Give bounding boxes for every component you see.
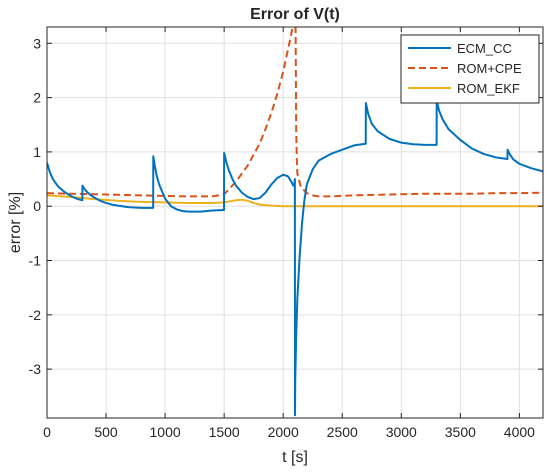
- x-tick-label: 2000: [268, 424, 299, 440]
- x-tick-label: 0: [43, 424, 51, 440]
- x-tick-label: 1500: [209, 424, 240, 440]
- y-tick-label: -2: [29, 307, 42, 323]
- legend-label-rom-cpe: ROM+CPE: [457, 61, 522, 76]
- x-tick-label: 3500: [445, 424, 476, 440]
- legend: ECM_CC ROM+CPE ROM_EKF: [401, 35, 539, 103]
- x-tick-label: 4000: [504, 424, 535, 440]
- legend-label-ecm-cc: ECM_CC: [457, 41, 512, 56]
- y-tick-label: 0: [33, 198, 41, 214]
- x-tick-label: 2500: [327, 424, 358, 440]
- chart-title: Error of V(t): [250, 6, 340, 23]
- x-tick-label: 3000: [386, 424, 417, 440]
- y-tick-label: -3: [29, 361, 42, 377]
- y-axis-label: error [%]: [7, 192, 24, 253]
- y-tick-label: 2: [33, 90, 41, 106]
- y-tick-label: 3: [33, 35, 41, 51]
- x-tick-label: 500: [94, 424, 118, 440]
- x-tick-label: 1000: [150, 424, 181, 440]
- legend-label-rom-ekf: ROM_EKF: [457, 81, 520, 96]
- y-tick-label: 1: [33, 144, 41, 160]
- y-tick-label: -1: [29, 253, 42, 269]
- x-axis-label: t [s]: [282, 449, 308, 466]
